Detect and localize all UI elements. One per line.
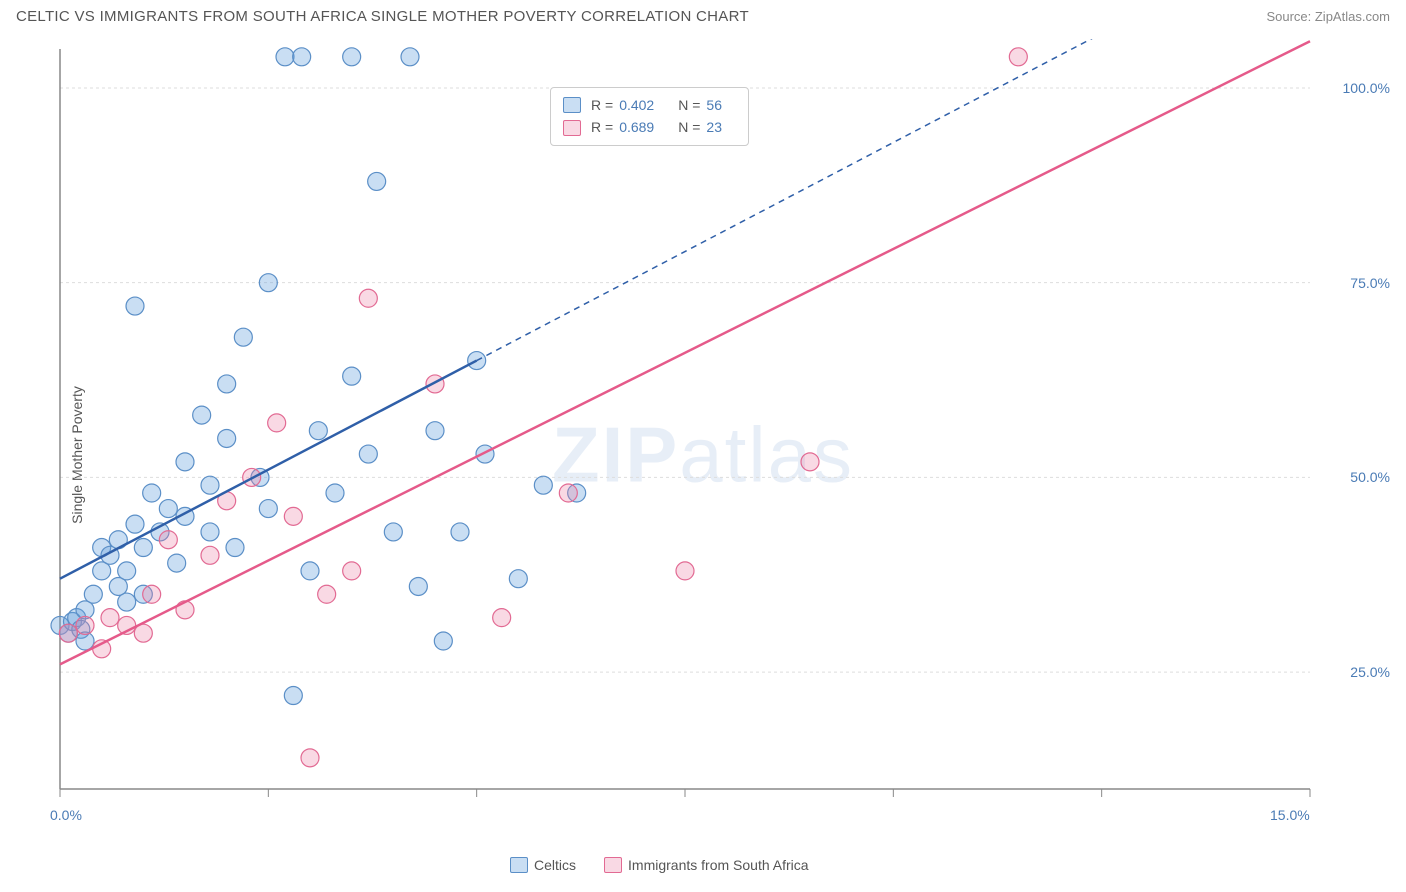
- data-point: [426, 375, 444, 393]
- data-point: [118, 562, 136, 580]
- data-point: [59, 624, 77, 642]
- data-point: [284, 507, 302, 525]
- correlation-legend: R = 0.402 N = 56 R = 0.689 N = 23: [550, 87, 749, 146]
- data-point: [159, 531, 177, 549]
- legend-item: Immigrants from South Africa: [604, 857, 809, 873]
- data-point: [176, 453, 194, 471]
- data-point: [301, 749, 319, 767]
- source-label: Source: ZipAtlas.com: [1266, 9, 1390, 24]
- data-point: [201, 476, 219, 494]
- data-point: [359, 289, 377, 307]
- legend-swatch: [563, 97, 581, 113]
- data-point: [318, 585, 336, 603]
- data-point: [218, 429, 236, 447]
- r-value: 0.402: [619, 94, 654, 116]
- data-point: [409, 577, 427, 595]
- legend-row: R = 0.689 N = 23: [563, 116, 736, 138]
- data-point: [359, 445, 377, 463]
- series-legend: Celtics Immigrants from South Africa: [510, 857, 829, 873]
- legend-swatch: [510, 857, 528, 873]
- data-point: [84, 585, 102, 603]
- data-point: [201, 546, 219, 564]
- data-point: [343, 367, 361, 385]
- y-tick-label: 75.0%: [1350, 275, 1390, 291]
- legend-item: Celtics: [510, 857, 576, 873]
- data-point: [343, 562, 361, 580]
- data-point: [268, 414, 286, 432]
- x-tick-label: 0.0%: [50, 807, 82, 823]
- data-point: [368, 172, 386, 190]
- n-value: 56: [706, 94, 722, 116]
- data-point: [676, 562, 694, 580]
- data-point: [401, 48, 419, 66]
- data-point: [309, 422, 327, 440]
- data-point: [226, 539, 244, 557]
- n-label: N =: [678, 116, 700, 138]
- data-point: [534, 476, 552, 494]
- data-point: [126, 297, 144, 315]
- data-point: [426, 422, 444, 440]
- data-point: [451, 523, 469, 541]
- data-point: [293, 48, 311, 66]
- data-point: [434, 632, 452, 650]
- data-point: [343, 48, 361, 66]
- data-point: [259, 274, 277, 292]
- data-point: [218, 375, 236, 393]
- data-point: [493, 609, 511, 627]
- trend-line: [60, 361, 477, 579]
- data-point: [284, 687, 302, 705]
- legend-row: R = 0.402 N = 56: [563, 94, 736, 116]
- data-point: [159, 500, 177, 518]
- data-point: [1009, 48, 1027, 66]
- chart-title: CELTIC VS IMMIGRANTS FROM SOUTH AFRICA S…: [16, 8, 749, 25]
- data-point: [301, 562, 319, 580]
- data-point: [234, 328, 252, 346]
- y-tick-label: 100.0%: [1343, 80, 1390, 96]
- chart-container: Single Mother Poverty ZIPatlas R = 0.402…: [0, 29, 1406, 881]
- data-point: [559, 484, 577, 502]
- data-point: [76, 616, 94, 634]
- y-tick-label: 25.0%: [1350, 664, 1390, 680]
- legend-swatch: [604, 857, 622, 873]
- series-name: Immigrants from South Africa: [628, 857, 809, 873]
- data-point: [101, 609, 119, 627]
- data-point: [168, 554, 186, 572]
- scatter-plot: [50, 39, 1390, 829]
- data-point: [193, 406, 211, 424]
- data-point: [384, 523, 402, 541]
- data-point: [126, 515, 144, 533]
- data-point: [143, 585, 161, 603]
- legend-swatch: [563, 120, 581, 136]
- data-point: [801, 453, 819, 471]
- data-point: [476, 445, 494, 463]
- data-point: [259, 500, 277, 518]
- data-point: [143, 484, 161, 502]
- r-label: R =: [591, 94, 613, 116]
- n-label: N =: [678, 94, 700, 116]
- data-point: [201, 523, 219, 541]
- data-point: [134, 539, 152, 557]
- r-value: 0.689: [619, 116, 654, 138]
- data-point: [276, 48, 294, 66]
- n-value: 23: [706, 116, 722, 138]
- data-point: [326, 484, 344, 502]
- data-point: [176, 601, 194, 619]
- series-name: Celtics: [534, 857, 576, 873]
- r-label: R =: [591, 116, 613, 138]
- y-tick-label: 50.0%: [1350, 469, 1390, 485]
- x-tick-label: 15.0%: [1270, 807, 1310, 823]
- data-point: [509, 570, 527, 588]
- data-point: [118, 593, 136, 611]
